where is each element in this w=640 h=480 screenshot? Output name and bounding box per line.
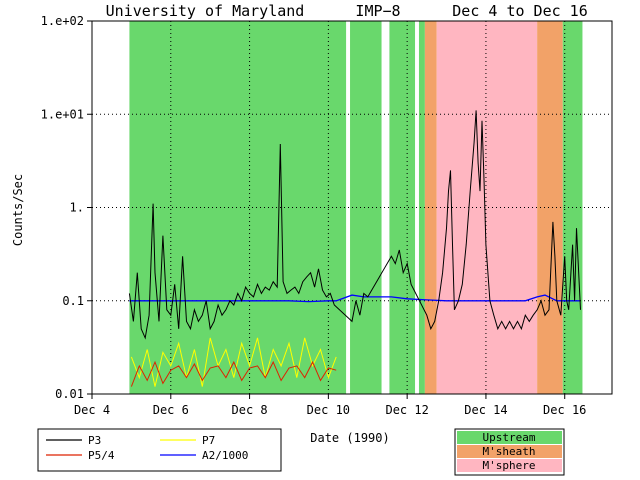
legend-region-swatch-msheath <box>457 445 562 458</box>
x-tick-label-2: Dec 8 <box>232 403 268 417</box>
legend-region-label-msheath: M'sheath <box>483 445 536 458</box>
y-tick-label-4: 0.01 <box>55 387 84 401</box>
tick-labels: Dec 4 Dec 6 Dec 8 Dec 10 Dec 12 Dec 14 Dec 16 1… <box>41 14 587 417</box>
series-lines <box>128 110 581 387</box>
legend-label-p3: P3 <box>88 434 101 447</box>
title-institution: University of Maryland <box>106 2 305 20</box>
x-tick-label-1: Dec 6 <box>153 403 189 417</box>
series-line-p7 <box>130 337 337 387</box>
legend-lines: P3 P7 P5/4 A2/1000 <box>37 428 282 472</box>
legend-label-a21000: A2/1000 <box>202 449 248 462</box>
legend-region-swatch-upstream <box>457 431 562 444</box>
y-axis-label: Counts/Sec <box>11 174 25 246</box>
region-band-msheath-1 <box>424 21 437 394</box>
legend-label-p7: P7 <box>202 434 215 447</box>
y-tick-label-0: 1.e+02 <box>41 14 84 28</box>
legend-label-p54: P5/4 <box>88 449 115 462</box>
title-mission: IMP−8 <box>355 2 400 20</box>
region-bands <box>129 21 583 394</box>
region-band-msheath-3 <box>537 21 563 394</box>
legend-region-swatch-msphere <box>457 459 562 472</box>
series-line-p3 <box>128 110 581 340</box>
y-tick-label-1: 1.e+01 <box>41 107 84 121</box>
series-line-a21000 <box>129 294 581 303</box>
x-tick-label-0: Dec 4 <box>74 403 110 417</box>
series-line-p54 <box>130 360 337 387</box>
data-gap-1 <box>381 21 390 394</box>
x-tick-label-3: Dec 10 <box>307 403 350 417</box>
x-tick-label-5: Dec 14 <box>464 403 507 417</box>
y-tick-label-2: 1. <box>70 201 84 215</box>
x-tick-label-4: Dec 12 <box>385 403 428 417</box>
legend-region-label-msphere: M'sphere <box>483 459 536 472</box>
x-axis-label: Date (1990) <box>310 431 389 445</box>
axes <box>87 20 613 399</box>
legend-lines-box <box>37 428 282 472</box>
y-tick-label-3: 0.1 <box>62 294 84 308</box>
region-band-upstream-0 <box>129 21 425 394</box>
title-dates: Dec 4 to Dec 16 <box>452 2 587 20</box>
x-tick-label-6: Dec 16 <box>543 403 586 417</box>
legend-region-label-upstream: Upstream <box>483 431 536 444</box>
